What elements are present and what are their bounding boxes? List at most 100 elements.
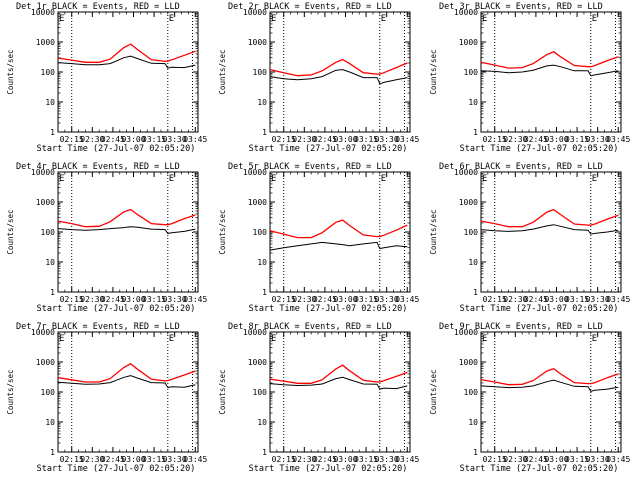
y-axis-label: Counts/sec xyxy=(429,369,438,414)
lld-series-line xyxy=(269,219,408,239)
events-series-line xyxy=(57,226,196,234)
y-tick-label: 1000 xyxy=(459,198,478,207)
x-tick-label: 02:15 xyxy=(272,135,296,144)
x-axis-label: Start Time (27-Jul-07 02:05:20) xyxy=(460,464,619,474)
y-tick-label: 10000 xyxy=(31,168,55,177)
y-tick-label: 100 xyxy=(464,388,479,397)
x-tick-label: 03:45 xyxy=(183,455,207,464)
x-tick-label: 02:45 xyxy=(101,135,125,144)
lld-series-line xyxy=(57,43,196,63)
corner-mark: E xyxy=(482,174,487,184)
corner-mark: E xyxy=(592,334,597,344)
panel-title: Det 8r BLACK = Events, RED = LLD xyxy=(228,322,392,332)
x-tick-label: 03:45 xyxy=(395,295,419,304)
x-tick-label: 03:15 xyxy=(565,295,589,304)
corner-mark: E xyxy=(59,334,64,344)
x-tick-label: 03:15 xyxy=(354,135,378,144)
corner-mark: E xyxy=(381,174,386,184)
events-series-line xyxy=(480,224,619,235)
y-axis-label: Counts/sec xyxy=(6,49,15,94)
panel-title: Det 1r BLACK = Events, RED = LLD xyxy=(16,2,180,12)
y-tick-label: 100 xyxy=(464,228,479,237)
x-tick-label: 03:00 xyxy=(121,135,145,144)
x-tick-label: 02:30 xyxy=(292,455,316,464)
x-tick-label: 03:15 xyxy=(354,295,378,304)
x-tick-label: 02:45 xyxy=(101,295,125,304)
y-tick-label: 1000 xyxy=(248,198,267,207)
x-tick-label: 03:45 xyxy=(183,135,207,144)
x-tick-label: 02:45 xyxy=(524,135,548,144)
x-tick-label: 02:15 xyxy=(272,295,296,304)
y-tick-label: 10000 xyxy=(454,168,478,177)
y-axis-label: Counts/sec xyxy=(218,209,227,254)
plot-frame xyxy=(269,331,411,453)
x-tick-label: 03:45 xyxy=(606,455,630,464)
y-tick-label: 1 xyxy=(473,288,478,297)
corner-mark: E xyxy=(271,334,276,344)
panel-det-4: Det 4r BLACK = Events, RED = LLD 1 10 100 10… xyxy=(6,162,207,314)
y-tick-label: 1 xyxy=(50,288,55,297)
lld-series-line xyxy=(57,208,196,228)
corner-mark: E xyxy=(59,174,64,184)
x-tick-label: 02:30 xyxy=(292,295,316,304)
lld-series-line xyxy=(269,58,408,77)
x-tick-label: 02:45 xyxy=(101,455,125,464)
y-tick-label: 1000 xyxy=(248,38,267,47)
corner-mark: E xyxy=(592,14,597,24)
y-tick-label: 1000 xyxy=(36,198,55,207)
x-tick-label: 03:00 xyxy=(121,295,145,304)
x-tick-label: 03:15 xyxy=(142,295,166,304)
x-axis-label: Start Time (27-Jul-07 02:05:20) xyxy=(37,144,196,154)
x-tick-label: 02:30 xyxy=(292,135,316,144)
y-tick-label: 1000 xyxy=(459,358,478,367)
x-tick-label: 03:15 xyxy=(565,135,589,144)
y-axis-label: Counts/sec xyxy=(218,49,227,94)
lld-series-line xyxy=(480,208,619,228)
y-tick-label: 1000 xyxy=(248,358,267,367)
x-tick-label: 03:00 xyxy=(333,295,357,304)
panel-det-8: Det 8r BLACK = Events, RED = LLD 1 10 100 10… xyxy=(218,322,419,474)
x-tick-label: 03:00 xyxy=(333,135,357,144)
panel-title: Det 9r BLACK = Events, RED = LLD xyxy=(439,322,603,332)
x-axis-label: Start Time (27-Jul-07 02:05:20) xyxy=(37,464,196,474)
y-tick-label: 1000 xyxy=(36,38,55,47)
y-tick-label: 1 xyxy=(262,288,267,297)
x-tick-label: 03:30 xyxy=(586,295,610,304)
x-axis-label: Start Time (27-Jul-07 02:05:20) xyxy=(460,304,619,314)
y-tick-label: 1 xyxy=(50,128,55,137)
events-series-line xyxy=(480,379,619,392)
x-tick-label: 02:15 xyxy=(483,135,507,144)
y-tick-label: 10000 xyxy=(454,8,478,17)
y-tick-label: 10 xyxy=(45,418,55,427)
y-tick-label: 100 xyxy=(253,388,268,397)
y-tick-label: 1 xyxy=(262,128,267,137)
panel-title: Det 2r BLACK = Events, RED = LLD xyxy=(228,2,392,12)
panel-title: Det 7r BLACK = Events, RED = LLD xyxy=(16,322,180,332)
x-axis-label: Start Time (27-Jul-07 02:05:20) xyxy=(249,304,408,314)
x-tick-label: 02:45 xyxy=(313,135,337,144)
y-tick-label: 100 xyxy=(41,388,56,397)
x-tick-label: 02:45 xyxy=(524,455,548,464)
x-tick-label: 02:30 xyxy=(503,135,527,144)
x-tick-label: 03:15 xyxy=(142,135,166,144)
panel-det-5: Det 5r BLACK = Events, RED = LLD 1 10 100 10… xyxy=(218,162,419,314)
plot-frame xyxy=(269,171,411,293)
corner-mark: E xyxy=(592,174,597,184)
y-tick-label: 10000 xyxy=(31,8,55,17)
panel-title: Det 3r BLACK = Events, RED = LLD xyxy=(439,2,603,12)
y-axis-label: Counts/sec xyxy=(429,49,438,94)
x-tick-label: 03:00 xyxy=(121,455,145,464)
x-tick-label: 02:30 xyxy=(503,295,527,304)
corner-mark: E xyxy=(482,334,487,344)
x-axis-label: Start Time (27-Jul-07 02:05:20) xyxy=(249,144,408,154)
y-tick-label: 100 xyxy=(253,68,268,77)
x-axis-label: Start Time (27-Jul-07 02:05:20) xyxy=(249,464,408,474)
y-tick-label: 1 xyxy=(473,448,478,457)
y-tick-label: 10 xyxy=(257,258,267,267)
x-tick-label: 02:15 xyxy=(60,455,84,464)
y-axis-label: Counts/sec xyxy=(218,369,227,414)
x-axis-label: Start Time (27-Jul-07 02:05:20) xyxy=(460,144,619,154)
y-tick-label: 10 xyxy=(45,98,55,107)
x-tick-label: 03:30 xyxy=(163,455,187,464)
corner-mark: E xyxy=(169,14,174,24)
